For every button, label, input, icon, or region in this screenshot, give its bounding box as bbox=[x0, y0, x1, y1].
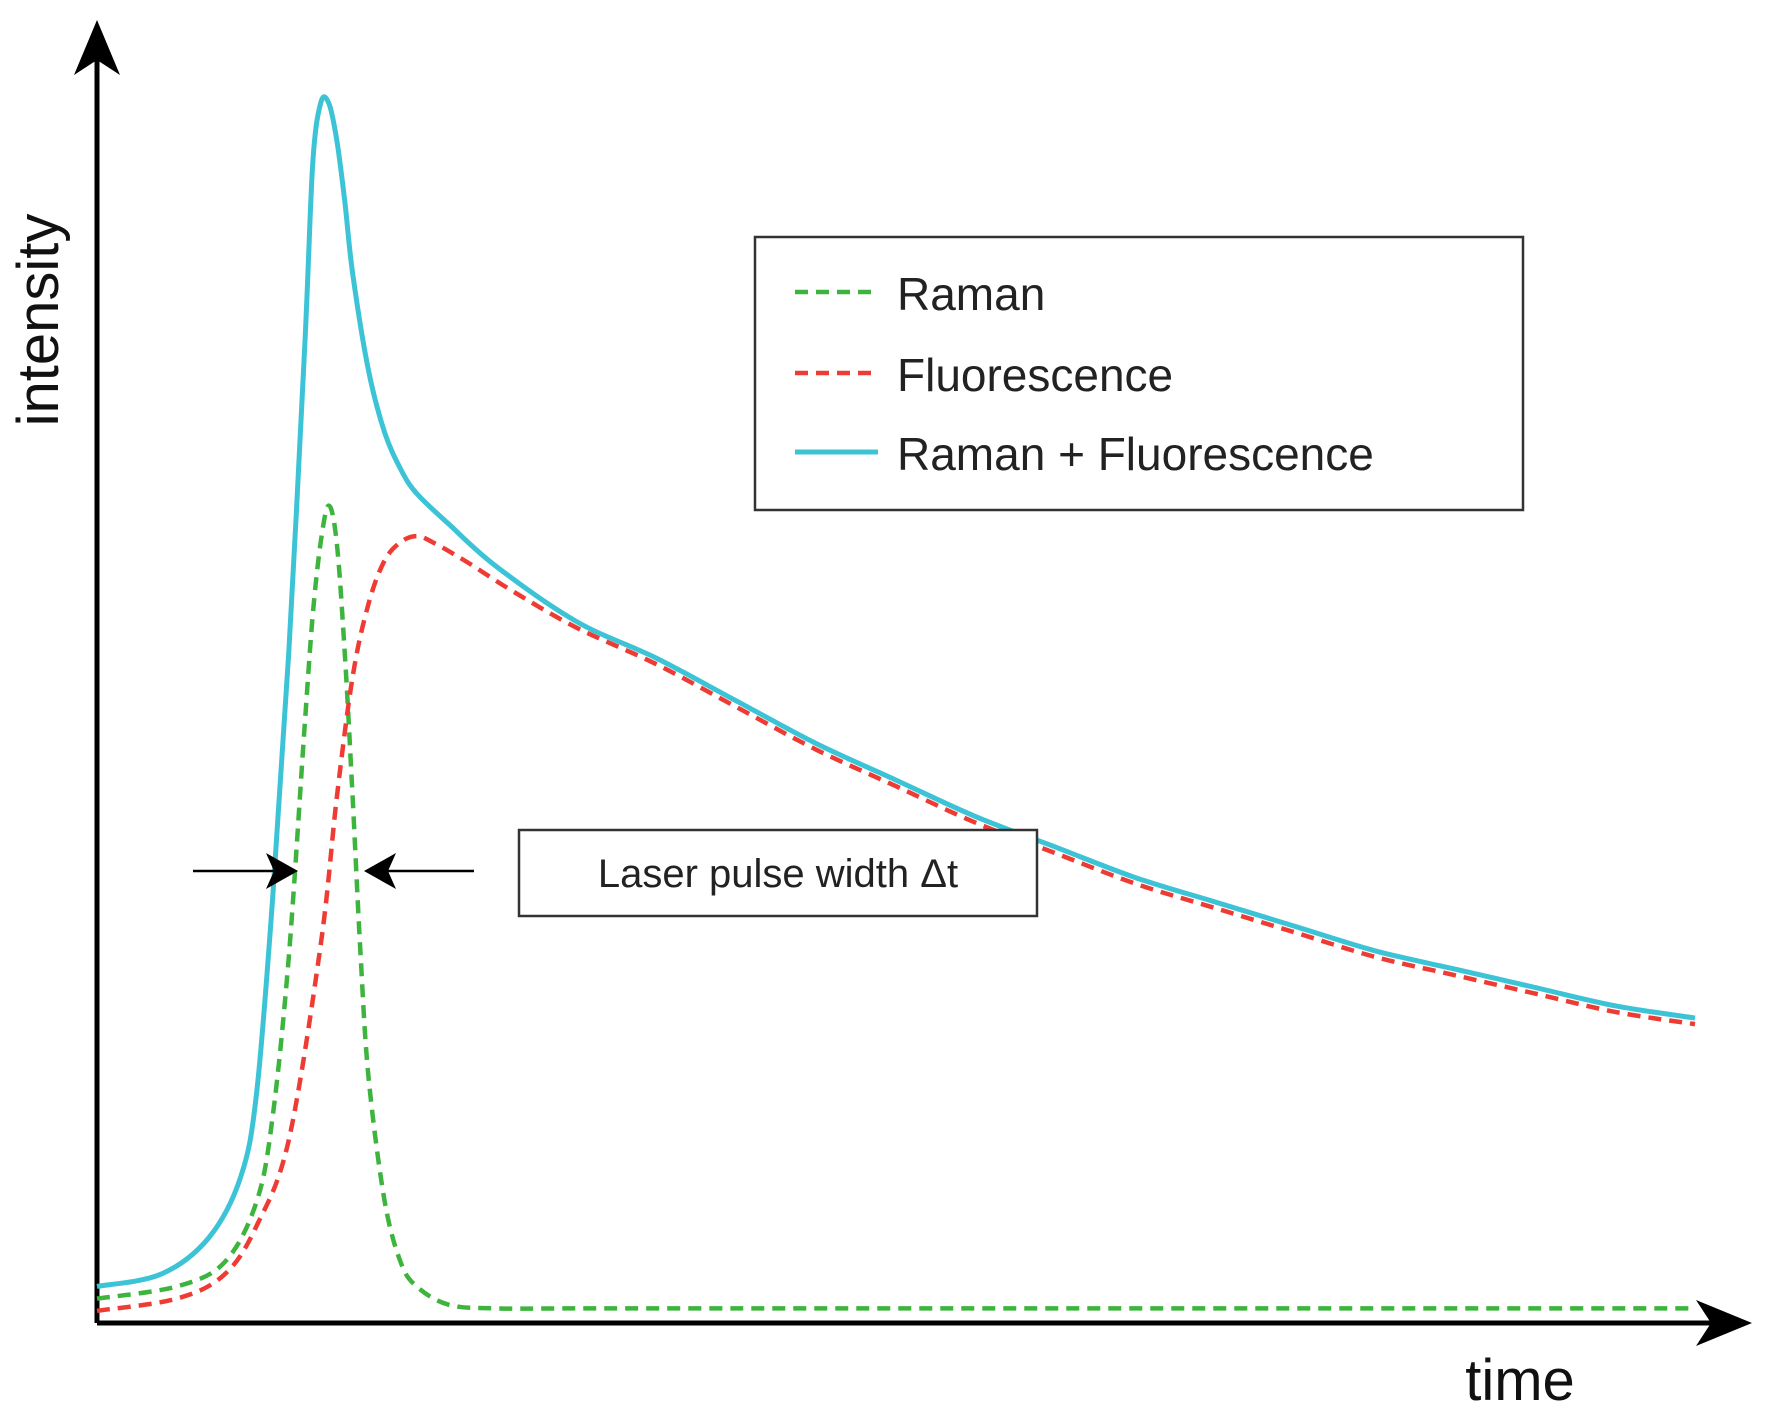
series-line-fluorescence bbox=[96, 533, 1696, 1314]
annotation-box bbox=[517, 828, 1039, 918]
left-arrowhead bbox=[266, 853, 298, 889]
right-arrowhead bbox=[364, 853, 396, 889]
legend-label-raman: Raman bbox=[897, 268, 1045, 320]
legend-label-raman-plus-fluorescence: Raman + Fluorescence bbox=[897, 428, 1374, 480]
y-axis-label: intensity bbox=[6, 214, 71, 427]
x-axis-label: time bbox=[1465, 1348, 1575, 1412]
y-axis-arrowhead bbox=[74, 20, 120, 75]
legend: Raman Fluorescence Raman + Fluorescence bbox=[753, 235, 1525, 512]
series-layer bbox=[96, 94, 1696, 1314]
legend-box bbox=[753, 235, 1525, 512]
legend-label-fluorescence: Fluorescence bbox=[897, 349, 1173, 401]
pulse-width-annotation: Laser pulse width Δt bbox=[193, 828, 1039, 918]
annotation-label: Laser pulse width Δt bbox=[598, 852, 958, 896]
series-line-raman-plus-fluorescence bbox=[96, 94, 1696, 1289]
x-axis-arrowhead bbox=[1696, 1300, 1752, 1346]
